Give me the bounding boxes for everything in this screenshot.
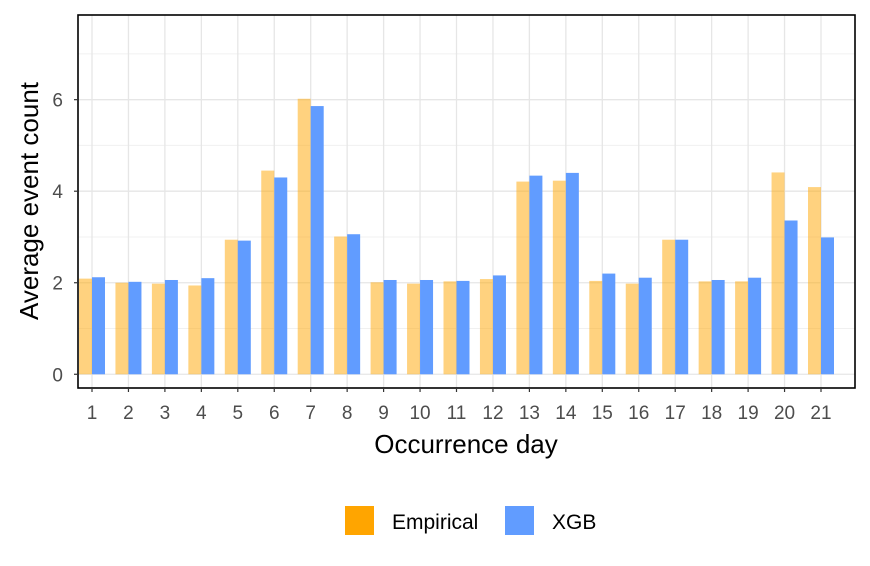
- x-tick-label: 12: [482, 403, 503, 424]
- legend-key-empirical: [345, 506, 374, 535]
- x-tick-label: 21: [810, 403, 831, 424]
- x-tick-label: 6: [269, 403, 280, 424]
- bar-empirical-19: [735, 281, 749, 375]
- x-tick-label: 8: [342, 403, 353, 424]
- bar-empirical-1: [79, 278, 92, 375]
- y-axis-title: Average event count: [14, 81, 44, 320]
- bar-empirical-6: [261, 170, 275, 375]
- bar-xgb-9: [383, 279, 397, 375]
- legend-label-xgb: XGB: [552, 511, 596, 534]
- bar-xgb-8: [347, 234, 361, 375]
- bar-xgb-11: [456, 280, 470, 375]
- x-tick-label: 10: [409, 403, 430, 424]
- x-tick-label: 20: [774, 403, 795, 424]
- legend-key-xgb: [505, 506, 534, 535]
- y-tick-label: 0: [52, 365, 63, 386]
- bar-empirical-18: [698, 281, 712, 375]
- x-tick-label: 2: [123, 403, 134, 424]
- x-tick-label: 15: [592, 403, 613, 424]
- y-tick-label: 2: [52, 274, 63, 295]
- bar-xgb-20: [784, 220, 798, 375]
- x-tick-label: 9: [378, 403, 389, 424]
- bar-empirical-15: [589, 280, 603, 375]
- bar-empirical-14: [552, 180, 566, 375]
- bar-xgb-19: [748, 277, 762, 375]
- x-tick-label: 14: [555, 403, 577, 424]
- bar-empirical-9: [370, 282, 384, 375]
- bar-xgb-13: [529, 175, 543, 375]
- bar-empirical-17: [662, 239, 676, 375]
- bar-xgb-18: [711, 279, 725, 375]
- y-tick-label: 4: [52, 182, 63, 203]
- bar-empirical-3: [151, 283, 165, 375]
- x-tick-label: 4: [196, 403, 207, 424]
- bar-empirical-2: [115, 282, 129, 375]
- bar-empirical-11: [443, 281, 457, 375]
- bar-xgb-21: [821, 237, 834, 375]
- bar-empirical-4: [188, 285, 202, 375]
- bar-empirical-12: [479, 279, 493, 375]
- bar-xgb-15: [602, 273, 616, 375]
- bar-xgb-2: [128, 281, 142, 375]
- x-tick-label: 13: [519, 403, 540, 424]
- bar-empirical-7: [297, 98, 311, 375]
- bar-xgb-16: [638, 277, 652, 375]
- legend-label-empirical: Empirical: [392, 511, 478, 534]
- bar-xgb-4: [201, 278, 215, 375]
- bar-xgb-3: [164, 279, 178, 375]
- plot-panel-border: [77, 14, 856, 389]
- x-tick-label: 18: [701, 403, 722, 424]
- bar-xgb-5: [237, 240, 251, 375]
- bar-xgb-17: [675, 239, 689, 375]
- bar-empirical-5: [224, 239, 238, 375]
- bars: [79, 98, 834, 375]
- x-axis-title: Occurrence day: [374, 429, 558, 459]
- x-tick-label: 5: [233, 403, 244, 424]
- x-tick-label: 19: [738, 403, 759, 424]
- bar-xgb-14: [565, 172, 579, 375]
- bar-empirical-21: [808, 187, 821, 375]
- x-tick-label: 16: [628, 403, 649, 424]
- bar-empirical-20: [771, 172, 785, 375]
- x-tick-label: 11: [447, 403, 467, 424]
- bar-xgb-12: [492, 275, 506, 375]
- legend: Empirical XGB: [345, 506, 596, 535]
- bar-empirical-16: [625, 283, 639, 375]
- bar-xgb-1: [92, 277, 105, 375]
- bar-xgb-10: [420, 279, 434, 375]
- bar-xgb-6: [274, 177, 288, 375]
- bar-empirical-8: [334, 236, 348, 375]
- bar-xgb-7: [310, 106, 324, 375]
- x-tick-label: 17: [665, 403, 686, 424]
- x-tick-label: 3: [160, 403, 171, 424]
- y-tick-label: 6: [52, 91, 63, 112]
- x-tick-label: 7: [305, 403, 316, 424]
- x-axis-ticks: 1 2 3 4 5 6 7 8 9 10 11 12 13 14 15 16 17 18 19 20 21: [87, 388, 832, 424]
- y-axis-ticks: 0 2 4 6: [52, 91, 78, 386]
- bar-empirical-10: [407, 283, 421, 375]
- bar-empirical-13: [516, 181, 530, 375]
- x-tick-label: 1: [87, 403, 98, 424]
